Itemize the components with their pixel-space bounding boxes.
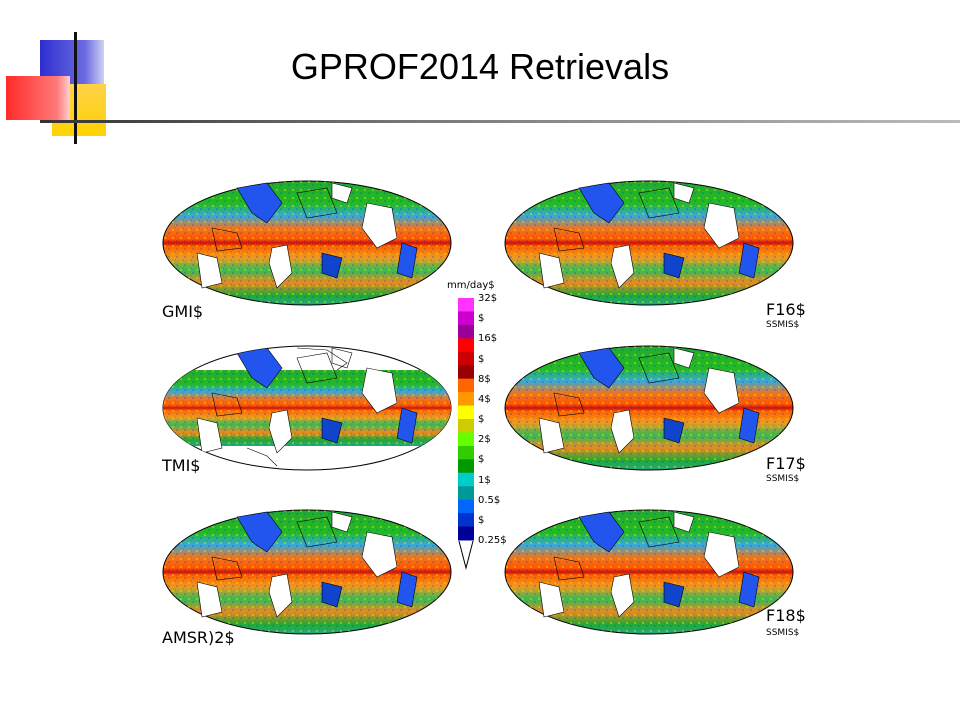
- colorbar-tick-label: $: [478, 353, 485, 365]
- colorbar-tick-label: 0.5$: [478, 494, 501, 506]
- colorbar-tick-label: 2$: [478, 434, 491, 446]
- colorbar: [458, 298, 474, 541]
- map-gmi: [162, 180, 452, 306]
- colorbar-swatch: [458, 486, 474, 501]
- colorbar-tick-label: 16$: [478, 333, 498, 345]
- colorbar-swatch: [458, 405, 474, 420]
- slide-title: GPROF2014 Retrievals: [290, 46, 670, 87]
- colorbar-tick-label: 0.25$: [478, 535, 507, 546]
- map-tmi: [162, 345, 452, 471]
- colorbar-swatch: [458, 324, 474, 339]
- colorbar-tick-label: $: [478, 514, 485, 526]
- colorbar-swatch: [458, 499, 474, 514]
- colorbar-swatch: [458, 311, 474, 326]
- deco-vertical-line: [74, 32, 77, 144]
- sublabel-f17: SSMIS$: [766, 474, 800, 484]
- colorbar-swatch: [458, 351, 474, 366]
- colorbar-tick-label: 8$: [478, 373, 491, 385]
- colorbar-swatch: [458, 445, 474, 460]
- colorbar-swatch: [458, 459, 474, 474]
- colorbar-swatch: [458, 419, 474, 433]
- colorbar-swatch: [458, 432, 474, 447]
- colorbar-tick-label: $: [478, 313, 485, 325]
- colorbar-swatch: [458, 378, 474, 393]
- colorbar-arrow: [458, 540, 474, 570]
- colorbar-tick-label: $: [478, 454, 485, 466]
- colorbar-tick-label: 32$: [478, 293, 498, 304]
- deco-horizontal-rule: [40, 120, 960, 123]
- label-gmi: GMI$: [162, 302, 204, 321]
- colorbar-tick-label: 1$: [478, 474, 491, 486]
- colorbar-tick-label: 4$: [478, 393, 491, 405]
- label-amsr2: AMSR)2$: [162, 628, 235, 647]
- deco-red-square: [6, 76, 70, 120]
- colorbar-swatch: [458, 513, 474, 528]
- colorbar-swatch: [458, 338, 474, 353]
- colorbar-swatch: [458, 365, 474, 380]
- label-f17: F17$: [766, 454, 806, 473]
- sublabel-f16: SSMIS$: [766, 320, 800, 330]
- colorbar-swatch: [458, 298, 474, 312]
- colorbar-swatch: [458, 392, 474, 407]
- label-tmi: TMI$: [162, 456, 201, 475]
- colorbar-tick-label: $: [478, 414, 485, 425]
- colorbar-swatch: [458, 526, 474, 541]
- colorbar-swatch: [458, 472, 474, 487]
- map-amsr2: [162, 509, 452, 635]
- sublabel-f18: SSMIS$: [766, 628, 800, 638]
- label-f18: F18$: [766, 606, 806, 625]
- map-f18: [504, 509, 794, 635]
- map-f17: [504, 345, 794, 471]
- colorbar-unit: mm/day$: [447, 280, 495, 291]
- map-f16: [504, 180, 794, 306]
- label-f16: F16$: [766, 300, 806, 319]
